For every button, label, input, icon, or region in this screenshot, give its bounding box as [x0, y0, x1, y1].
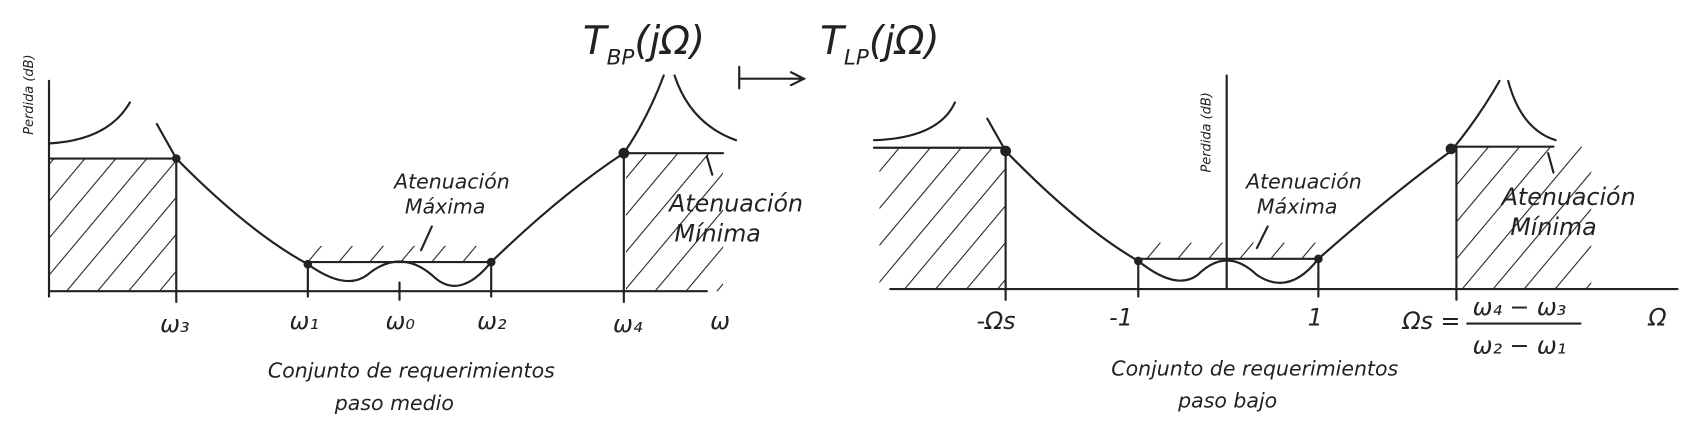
x-label: -1 — [1109, 304, 1133, 332]
x-label: ω₃ — [160, 310, 189, 338]
hatch — [49, 158, 177, 292]
formula-denominator: ω₂ − ω₁ — [1473, 332, 1567, 360]
x-label: ω₂ — [477, 307, 507, 335]
note: Máxima — [1257, 195, 1338, 219]
pointer — [420, 225, 433, 252]
hatch — [1456, 146, 1592, 290]
note: Atenuación — [1244, 170, 1362, 194]
hatch — [879, 147, 1006, 290]
point — [486, 257, 496, 267]
y-label: Perdida (dB) — [22, 54, 37, 134]
x-label: 1 — [1308, 304, 1323, 332]
curve — [1507, 79, 1557, 142]
hatch — [625, 153, 724, 292]
x-label: ω₄ — [613, 310, 643, 338]
pointer — [1255, 225, 1269, 250]
point — [303, 259, 313, 269]
x-label: ω — [710, 307, 730, 335]
curve — [673, 74, 738, 142]
formula-lhs: Ωs = — [1401, 307, 1460, 335]
formula-numerator: ω₄ − ω₃ — [1473, 293, 1567, 321]
point — [1445, 143, 1457, 155]
caption: Conjunto de requerimientos — [268, 358, 555, 382]
point — [618, 147, 630, 159]
note: Máxima — [405, 195, 486, 219]
hatch — [1138, 242, 1319, 259]
caption: Conjunto de requerimientos — [1111, 356, 1398, 380]
curve — [47, 101, 131, 145]
bandpass-diagram: Perdida (dB) Atenuación Máxima Atenuació… — [22, 54, 803, 414]
maps-to-arrow — [738, 65, 807, 90]
point — [1133, 256, 1143, 266]
x-label: ω₀ — [385, 307, 415, 335]
x-label: Ω — [1647, 304, 1666, 332]
y-label: Perdida (dB) — [1200, 92, 1215, 172]
x-label: -Ωs — [976, 307, 1015, 335]
pointer — [1547, 152, 1555, 174]
note: Mínima — [675, 220, 761, 248]
caption: paso bajo — [1177, 389, 1277, 413]
hatch — [307, 245, 492, 263]
point — [1000, 145, 1012, 157]
note: Atenuación — [1500, 183, 1636, 211]
x-label: ω₁ — [290, 307, 319, 335]
note: Mínima — [1510, 213, 1596, 241]
pointer — [705, 155, 714, 176]
note: Atenuación — [667, 189, 803, 217]
title-bp: TBP(jΩ) — [583, 19, 705, 71]
note: Atenuación — [392, 170, 510, 194]
curve — [872, 101, 957, 142]
point — [171, 154, 181, 163]
caption: paso medio — [334, 391, 454, 415]
lowpass-diagram: Perdida (dB) Atenuación Máxima Atenuació… — [872, 74, 1679, 413]
point — [1314, 254, 1323, 264]
title-lp: TLP(jΩ) — [820, 19, 939, 71]
